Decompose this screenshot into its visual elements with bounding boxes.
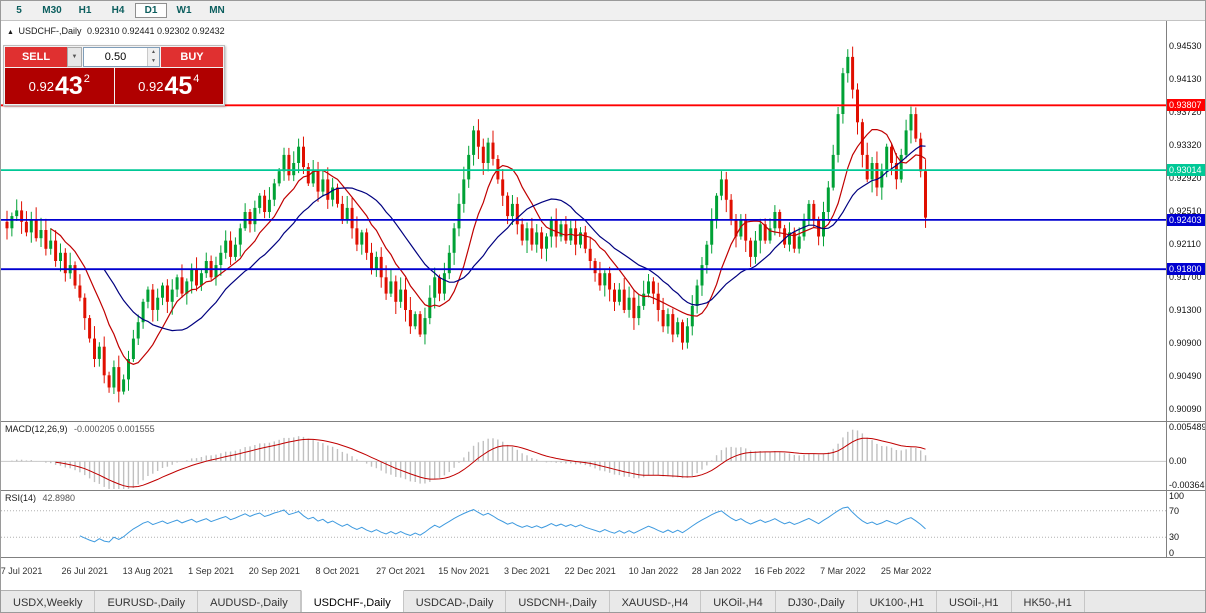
timeframe-button-h1[interactable]: H1 [78,5,92,16]
chart-tab-usdcnh-daily[interactable]: USDCNH-,Daily [506,591,610,612]
macd-values: -0.000205 0.001555 [74,424,155,434]
timeframe-button-w1[interactable]: W1 [176,5,192,16]
date-axis-label: 25 Mar 2022 [880,566,932,576]
date-axis-label: 8 Oct 2021 [315,566,360,576]
chart-tab-usdchf-daily[interactable]: USDCHF-,Daily [300,590,404,612]
ask-price-display[interactable]: 0.92 45 4 [114,68,223,104]
symbol-marker-icon: ▲ [7,29,14,36]
hline-price-tag: 0.93014 [1167,164,1205,177]
rsi-indicator-panel[interactable]: RSI(14) 42.8980 100 70 30 0 [1,490,1205,558]
timeframe-button-d1[interactable]: D1 [135,3,167,18]
date-axis-label: 27 Oct 2021 [376,566,426,576]
rsi-axis-label: 100 [1169,491,1185,501]
macd-indicator-panel[interactable]: MACD(12,26,9) -0.000205 0.001555 0.00548… [1,421,1206,490]
hline-price-tag: 0.92403 [1167,213,1205,226]
ask-prefix: 0.92 [138,78,164,94]
price-axis-label: 0.92510 [1169,206,1202,217]
price-axis-label: 0.94130 [1169,73,1202,84]
timeframe-button-5[interactable]: 5 [16,5,22,16]
date-axis-label: 13 Aug 2021 [122,566,174,576]
price-axis-label: 0.93320 [1169,140,1202,151]
macd-chart[interactable] [1,422,1166,490]
volume-value[interactable]: 0.50 [104,51,127,63]
chart-title: ▲ USDCHF-,Daily 0.92310 0.92441 0.92302 … [7,26,228,36]
spinner-down-icon[interactable]: ▼ [148,57,159,66]
bid-big-digits: 43 [54,71,83,100]
macd-name: MACD(12,26,9) [5,424,68,434]
chart-tab-xauusd-h4[interactable]: XAUUSD-,H4 [610,591,702,612]
timeframe-button-m30[interactable]: M30 [42,5,62,16]
chart-ohlc-values: 0.92310 0.92441 0.92302 0.92432 [86,26,225,36]
chart-tab-eurusd-daily[interactable]: EURUSD-,Daily [95,591,199,612]
macd-label: MACD(12,26,9) -0.000205 0.001555 [5,424,155,434]
rsi-axis-label: 0 [1169,548,1175,558]
candlestick-chart[interactable] [1,21,1166,421]
chart-tab-uk100-h1[interactable]: UK100-,H1 [858,591,938,612]
chart-tab-audusd-daily[interactable]: AUDUSD-,Daily [198,591,301,612]
chart-tab-usdx-weekly[interactable]: USDX,Weekly [1,591,96,612]
chart-tab-usdcad-daily[interactable]: USDCAD-,Daily [404,591,507,612]
date-axis-label: 7 Jul 2021 [0,566,43,576]
price-axis-label: 0.92920 [1169,172,1202,183]
chevron-down-icon: ▼ [71,54,78,60]
date-axis-label: 7 Mar 2022 [820,566,866,576]
ask-big-digits: 45 [164,71,193,100]
rsi-axis-label: 30 [1169,532,1180,543]
date-axis-label: 20 Sep 2021 [248,566,300,576]
timeframe-toolbar: 5 M30 H1 H4 D1 W1 MN [1,1,1205,21]
sell-button[interactable]: SELL [5,47,67,67]
macd-axis-label: 0.00 [1169,456,1187,467]
macd-axis: 0.005489 0.00 -0.00364 [1166,422,1206,490]
price-axis-label: 0.90490 [1169,371,1202,382]
chart-symbol-label: USDCHF-,Daily [18,26,82,36]
price-axis-label: 0.92110 [1169,238,1201,249]
chart-tabs-bar: USDX,Weekly EURUSD-,Daily AUDUSD-,Daily USD… [1,590,1205,612]
price-axis-label: 0.90900 [1169,337,1202,348]
price-chart-panel[interactable]: ▲ USDCHF-,Daily 0.92310 0.92441 0.92302 … [1,21,1205,421]
price-axis-label: 0.93720 [1169,107,1202,118]
rsi-label: RSI(14) 42.8980 [5,493,75,503]
bid-pip-digit: 2 [83,73,90,85]
timeframe-button-mn[interactable]: MN [209,5,225,16]
buy-button[interactable]: BUY [161,47,223,67]
date-axis-label: 1 Sep 2021 [188,566,235,576]
volume-dropdown-button[interactable]: ▼ [67,47,82,67]
rsi-name: RSI(14) [5,493,37,503]
date-axis-label: 28 Jan 2022 [691,566,742,576]
timeframe-button-h4[interactable]: H4 [111,5,125,16]
volume-field[interactable]: 0.50 ▲ ▼ [83,47,160,67]
price-axis: 0.94530 0.94130 0.93720 0.93320 0.92920 0.925… [1166,21,1205,421]
hline-price-tag: 0.93807 [1167,99,1205,112]
time-axis: 7 Jul 2021 26 Jul 2021 13 Aug 2021 1 Sep 20… [0,557,1205,590]
chart-tab-hk50-h1[interactable]: HK50-,H1 [1012,591,1085,612]
chart-tab-ukoil-h4[interactable]: UKOil-,H4 [701,591,776,612]
price-axis-label: 0.90090 [1169,403,1202,414]
rsi-axis: 100 70 30 0 [1166,491,1205,558]
chart-tab-usoil-h1[interactable]: USOil-,H1 [937,591,1012,612]
price-axis-label: 0.94530 [1169,41,1202,52]
date-axis-label: 3 Dec 2021 [503,566,551,576]
spinner-up-icon[interactable]: ▲ [148,48,159,57]
macd-axis-label: 0.005489 [1169,422,1206,432]
date-axis-label: 10 Jan 2022 [628,566,679,576]
bid-price-display[interactable]: 0.92 43 2 [5,68,114,104]
price-axis-label: 0.91300 [1169,304,1202,315]
date-axis-label: 16 Feb 2022 [754,566,806,576]
chart-tab-dj30-daily[interactable]: DJ30-,Daily [776,591,858,612]
price-axis-label: 0.91700 [1169,272,1202,283]
rsi-value: 42.8980 [42,493,76,503]
bid-prefix: 0.92 [28,78,54,94]
date-axis-label: 15 Nov 2021 [438,566,490,576]
macd-axis-label: -0.00364 [1169,479,1205,490]
date-axis-label: 26 Jul 2021 [61,566,109,576]
date-axis-label: 22 Dec 2021 [564,566,616,576]
rsi-axis-label: 70 [1169,505,1180,516]
hline-price-tag: 0.91800 [1167,263,1205,276]
one-click-trading-panel: SELL ▼ 0.50 ▲ ▼ BUY 0.92 43 2 [3,45,225,106]
rsi-chart[interactable] [1,491,1166,557]
volume-stepper[interactable]: ▲ ▼ [147,48,159,66]
ask-pip-digit: 4 [193,73,200,85]
